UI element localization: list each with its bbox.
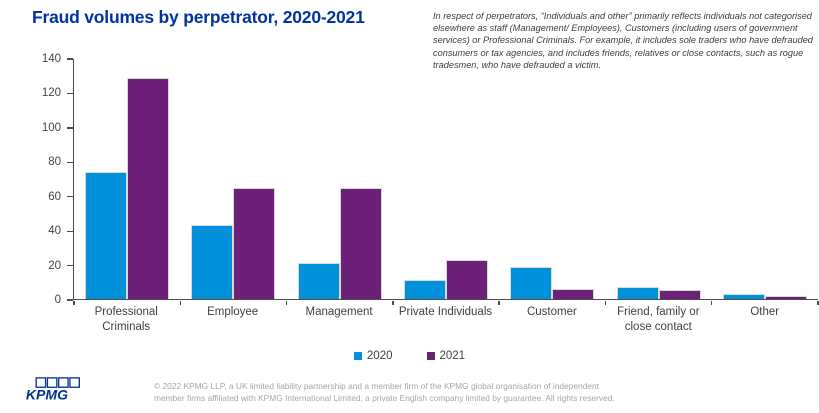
x-tick-mark-4	[498, 300, 500, 305]
legend-swatch-2021	[426, 352, 435, 360]
legend-item-2021: 2021	[426, 350, 466, 362]
copyright-line-2: member firms affiliated with KPMG Intern…	[154, 392, 615, 403]
chart-title: Fraud volumes by perpetrator, 2020-2021	[32, 7, 365, 27]
y-tick-mark-40	[67, 230, 73, 232]
y-tick-mark-20	[67, 264, 73, 267]
y-tick-label-60: 60	[48, 190, 61, 203]
bar-2021-other	[764, 295, 807, 299]
bar-group-management	[287, 59, 393, 299]
y-tick-mark-100	[67, 127, 73, 129]
bar-2020-customer	[510, 266, 553, 299]
x-tick-mark-2	[285, 300, 288, 305]
x-tick-mark-5	[604, 300, 607, 305]
bar-group-employee	[180, 59, 286, 299]
x-axis-label-management: Management	[305, 306, 373, 318]
x-tick-mark-3	[392, 300, 394, 305]
copyright-line-1: © 2022 KPMG LLP, a UK limited liability …	[154, 381, 600, 391]
x-tick-mark-1	[179, 300, 181, 305]
y-tick-label-20: 20	[48, 259, 61, 272]
y-tick-label-100: 100	[41, 121, 61, 134]
y-tick-mark-60	[67, 196, 73, 198]
bar-2021-friend-family-or-close-contact	[658, 290, 701, 299]
annotation-text: In respect of perpetrators, “Individuals…	[433, 11, 813, 70]
bar-group-other	[712, 59, 818, 299]
bar-2020-employee	[191, 225, 234, 299]
legend-label-2021: 2021	[439, 350, 466, 362]
bar-2021-customer	[552, 288, 595, 299]
bar-2020-friend-family-or-close-contact	[616, 287, 659, 299]
x-axis-label-friend-family-or-close-contact: Friend, family or close contact	[617, 306, 700, 333]
y-axis: 0 20 40 60 80 100 120 140	[18, 53, 73, 306]
x-tick-mark-0	[73, 300, 75, 305]
plot-area	[73, 59, 819, 305]
y-tick-mark-0	[67, 299, 73, 301]
y-tick-label-40: 40	[48, 225, 61, 238]
x-axis-label-private-individuals: Private Individuals	[398, 306, 493, 318]
bar-2021-management	[339, 187, 382, 299]
kpmg-logo-text: KPMG	[26, 386, 68, 402]
kpmg-logo: KPMG	[26, 377, 80, 402]
x-axis-label-professional-criminals: Professional Criminals	[94, 306, 158, 333]
bar-2020-private-individuals	[403, 280, 446, 299]
bar-group-friend-family-or-close-contact	[605, 59, 711, 299]
y-tick-mark-80	[67, 161, 73, 163]
bar-group-private-individuals	[393, 59, 499, 299]
x-axis-label-customer: Customer	[526, 306, 577, 318]
x-tick-mark-6	[711, 300, 713, 305]
y-tick-mark-140	[67, 58, 73, 60]
legend-swatch-2020	[353, 352, 362, 360]
bar-group-customer	[499, 59, 605, 299]
x-axis-label-other: Other	[750, 306, 780, 318]
y-tick-label-80: 80	[48, 156, 61, 169]
x-axis-label-employee: Employee	[207, 306, 259, 318]
bar-2021-employee	[233, 187, 276, 299]
y-tick-label-0: 0	[54, 294, 61, 306]
bar-2020-professional-criminals	[85, 172, 128, 299]
bar-2021-professional-criminals	[127, 78, 170, 299]
bar-2020-other	[722, 293, 765, 299]
bar-2021-private-individuals	[445, 259, 488, 299]
y-tick-label-140: 140	[41, 53, 61, 65]
copyright: © 2022 KPMG LLP, a UK limited liability …	[154, 381, 615, 405]
bar-group-professional-criminals	[74, 59, 180, 299]
x-axis-labels: Professional Criminals Employee Management…	[73, 305, 818, 335]
legend-item-2020: 2020	[353, 350, 393, 362]
x-tick-mark-7	[817, 300, 819, 305]
y-tick-mark-120	[67, 92, 73, 95]
bar-2020-management	[297, 263, 340, 299]
legend-label-2020: 2020	[366, 350, 393, 362]
y-tick-label-120: 120	[41, 87, 61, 100]
legend: 2020 2021	[0, 350, 819, 362]
